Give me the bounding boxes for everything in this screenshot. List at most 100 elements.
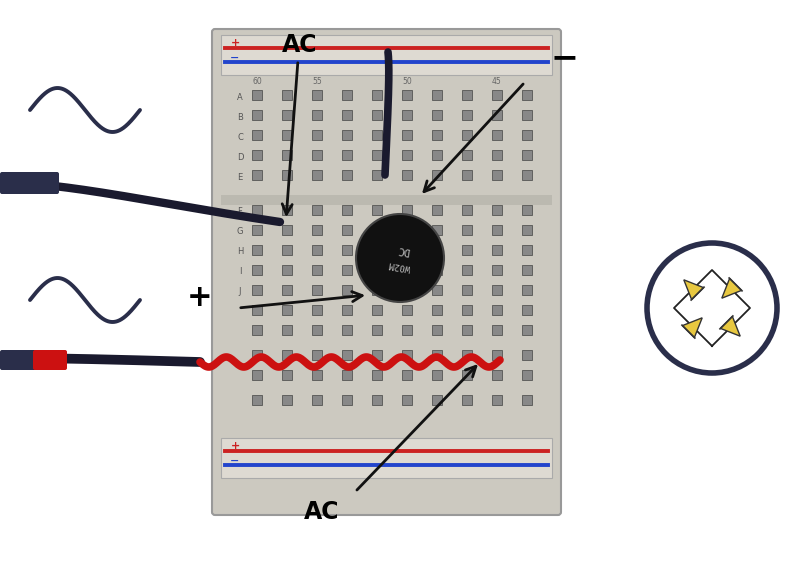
Bar (402, 110, 412, 120)
Bar (432, 265, 442, 275)
Bar (522, 265, 532, 275)
Bar (252, 170, 262, 180)
Bar (432, 305, 442, 315)
Bar (462, 245, 472, 255)
Bar (432, 395, 442, 405)
Text: 45: 45 (492, 78, 502, 87)
Bar (492, 170, 502, 180)
Bar (372, 130, 382, 140)
Bar (432, 150, 442, 160)
Bar (312, 265, 322, 275)
Bar (282, 130, 292, 140)
Bar (342, 110, 352, 120)
Bar (312, 225, 322, 235)
Text: G: G (237, 227, 244, 236)
Text: F: F (238, 208, 243, 217)
Bar (312, 170, 322, 180)
Bar (282, 90, 292, 100)
Bar (432, 90, 442, 100)
Bar (282, 150, 292, 160)
Text: −: − (231, 456, 239, 466)
Bar (372, 90, 382, 100)
Bar (522, 395, 532, 405)
Bar (312, 150, 322, 160)
Bar (372, 285, 382, 295)
Bar (432, 205, 442, 215)
Bar (462, 325, 472, 335)
Bar (282, 205, 292, 215)
Circle shape (356, 214, 444, 302)
Bar (462, 130, 472, 140)
Bar (252, 205, 262, 215)
Bar (312, 350, 322, 360)
Bar (522, 325, 532, 335)
Bar (342, 225, 352, 235)
Bar (342, 305, 352, 315)
Bar (492, 325, 502, 335)
Bar (492, 350, 502, 360)
Text: B: B (237, 113, 243, 122)
Bar (402, 265, 412, 275)
Bar (342, 350, 352, 360)
Bar (252, 305, 262, 315)
Bar (282, 170, 292, 180)
Bar (462, 110, 472, 120)
Bar (402, 370, 412, 380)
Bar (372, 225, 382, 235)
Bar (221, 35, 552, 75)
Bar (252, 110, 262, 120)
Bar (462, 225, 472, 235)
Bar (252, 225, 262, 235)
Text: AC: AC (282, 33, 318, 57)
Bar (492, 265, 502, 275)
Bar (342, 205, 352, 215)
Bar (372, 395, 382, 405)
Bar (402, 395, 412, 405)
Bar (252, 350, 262, 360)
Bar (372, 265, 382, 275)
Bar (522, 150, 532, 160)
Text: 50: 50 (402, 78, 412, 87)
Bar (342, 285, 352, 295)
Bar (342, 130, 352, 140)
Text: D: D (237, 153, 244, 162)
Text: +: + (187, 284, 213, 312)
FancyBboxPatch shape (0, 172, 59, 194)
Bar (372, 350, 382, 360)
Bar (492, 130, 502, 140)
Text: 55: 55 (312, 78, 322, 87)
FancyBboxPatch shape (212, 29, 561, 515)
Bar (342, 395, 352, 405)
Bar (522, 130, 532, 140)
Text: AC: AC (304, 500, 340, 524)
Bar (312, 205, 322, 215)
Bar (252, 265, 262, 275)
Bar (402, 285, 412, 295)
Bar (252, 130, 262, 140)
Bar (312, 305, 322, 315)
FancyBboxPatch shape (0, 350, 39, 370)
Bar (522, 90, 532, 100)
Bar (522, 350, 532, 360)
Bar (372, 150, 382, 160)
Bar (462, 170, 472, 180)
Bar (372, 205, 382, 215)
Bar (342, 150, 352, 160)
Bar (252, 395, 262, 405)
Bar (462, 285, 472, 295)
Bar (252, 150, 262, 160)
Bar (252, 285, 262, 295)
Bar (432, 325, 442, 335)
Bar (522, 370, 532, 380)
Text: −: − (551, 42, 579, 74)
Bar (462, 205, 472, 215)
Bar (342, 265, 352, 275)
Bar (342, 90, 352, 100)
Bar (372, 305, 382, 315)
Text: A: A (237, 92, 243, 101)
Bar (402, 225, 412, 235)
Polygon shape (684, 280, 703, 300)
Text: H: H (237, 248, 244, 257)
Bar (372, 110, 382, 120)
Bar (432, 170, 442, 180)
